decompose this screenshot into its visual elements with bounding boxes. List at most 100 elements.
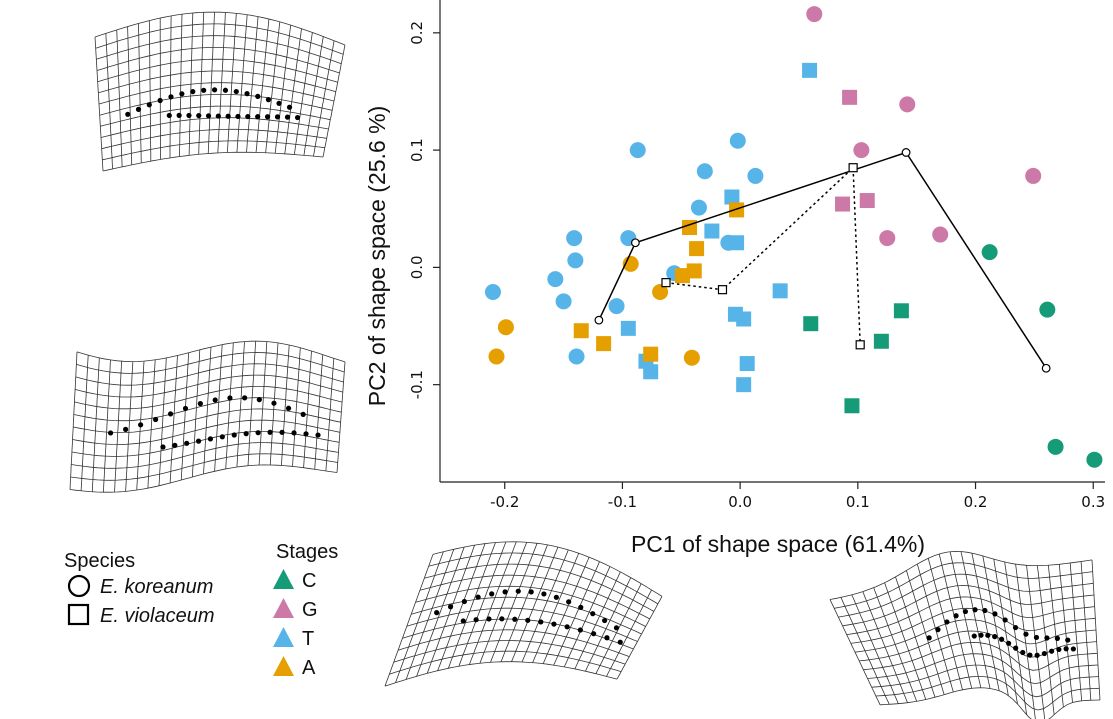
grid-line <box>98 82 335 105</box>
landmark-dot <box>227 395 233 401</box>
data-point-a-square <box>573 323 589 339</box>
grid-line <box>148 20 152 162</box>
grid-line <box>1058 564 1073 703</box>
y-tick-label: 0.0 <box>408 255 426 279</box>
grid-line <box>840 597 890 705</box>
data-point-g-square <box>859 193 875 209</box>
grid-line <box>873 587 918 702</box>
grid-line <box>192 349 201 478</box>
landmark-dot <box>604 635 610 641</box>
deformation-grid-middle-left <box>69 340 346 493</box>
data-point-g-circle <box>1025 167 1042 184</box>
landmark-dot <box>992 611 998 617</box>
grid-line <box>225 342 234 469</box>
legend-triangle-a <box>273 656 294 676</box>
grid-line <box>606 589 652 677</box>
x-axis-ticks: -0.2 -0.1 0.0 0.1 0.2 0.3 <box>490 482 1105 511</box>
landmark-dot <box>926 635 932 641</box>
grid-line <box>169 15 172 158</box>
grid-line <box>98 70 336 94</box>
grid-line <box>447 542 496 669</box>
grid-line <box>80 355 89 491</box>
grid-line <box>982 555 1009 696</box>
grid-line <box>500 544 548 662</box>
plot-area: -0.2 -0.1 0.0 0.1 0.2 0.3 -0.1 0.0 0.1 0.2 <box>408 0 1105 511</box>
legend-triangle-t <box>273 627 294 647</box>
landmark-dot <box>512 616 518 622</box>
grid-line <box>102 151 324 172</box>
grid-line <box>214 344 223 472</box>
x-tick-label: 0.0 <box>728 493 752 511</box>
grid-line <box>203 347 212 475</box>
landmark-dot <box>1044 635 1050 641</box>
landmark-dot <box>551 621 557 627</box>
data-point-a-circle <box>497 319 514 336</box>
landmark-dot <box>245 113 251 120</box>
grid-line <box>542 557 590 664</box>
landmark-dot <box>590 611 596 617</box>
landmark-dot <box>166 112 172 119</box>
legend-triangle-g <box>273 598 294 618</box>
landmark-dot <box>613 625 620 631</box>
grid-line <box>258 341 268 466</box>
data-point-a-circle <box>488 348 505 365</box>
data-point-g-circle <box>899 96 916 113</box>
stage-legend-label-g: G <box>302 599 318 621</box>
x-tick-label: 0.3 <box>1081 493 1105 511</box>
grid-line <box>971 553 1000 691</box>
grid-line <box>158 357 167 486</box>
grid-line <box>395 551 444 683</box>
grid-line <box>859 630 1097 662</box>
data-point-t-square <box>704 223 720 239</box>
landmark-dot <box>176 112 182 118</box>
landmark-dot <box>172 442 178 448</box>
grid-line <box>490 543 538 663</box>
data-point-c-square <box>844 398 860 414</box>
landmark-dot <box>1033 634 1040 641</box>
landmark-dot <box>195 438 202 444</box>
grid-line <box>1069 562 1083 701</box>
data-point-t-circle <box>696 163 713 180</box>
landmark-dot <box>473 617 479 623</box>
y-axis-title: PC2 of shape space (25.6 %) <box>364 106 390 406</box>
landmark-dot <box>267 429 273 435</box>
grid-line <box>303 350 312 468</box>
landmark-dot <box>971 633 977 639</box>
landmark-dot <box>244 91 250 97</box>
grid-line <box>906 570 945 695</box>
landmark-dot <box>591 631 597 637</box>
landmark-dot <box>602 617 608 624</box>
landmark-dot <box>566 599 572 605</box>
landmark-dot <box>286 104 293 110</box>
landmark-dot <box>153 416 159 423</box>
grid-line <box>916 563 954 693</box>
grid-line <box>226 13 237 153</box>
landmark-dot <box>1020 649 1026 656</box>
trajectory-node-circle <box>1041 363 1051 373</box>
data-point-g-circle <box>806 6 823 23</box>
landmark-dot <box>538 619 544 625</box>
grid-line <box>405 549 455 680</box>
landmark-dot <box>231 432 237 438</box>
grid-line <box>416 546 465 677</box>
grid-line <box>574 571 621 670</box>
grid-line <box>851 594 899 704</box>
landmark-dot <box>219 434 225 440</box>
grid-line <box>265 21 281 153</box>
data-point-t-circle <box>555 293 572 310</box>
landmark-dot <box>182 405 189 412</box>
landmark-dot <box>212 397 218 403</box>
landmark-dot <box>978 632 984 638</box>
landmark-dot <box>434 610 440 616</box>
data-point-t-square <box>620 320 636 336</box>
grid-line <box>95 23 344 55</box>
landmark-dot <box>1056 646 1062 653</box>
grid-line <box>384 661 618 687</box>
landmark-dot <box>577 627 583 633</box>
landmark-dot <box>999 636 1005 642</box>
data-point-g-circle <box>879 230 896 247</box>
grid-line <box>1015 564 1036 719</box>
landmark-dot <box>215 113 221 119</box>
grid-line <box>207 12 215 154</box>
landmark-dot <box>1041 650 1047 657</box>
